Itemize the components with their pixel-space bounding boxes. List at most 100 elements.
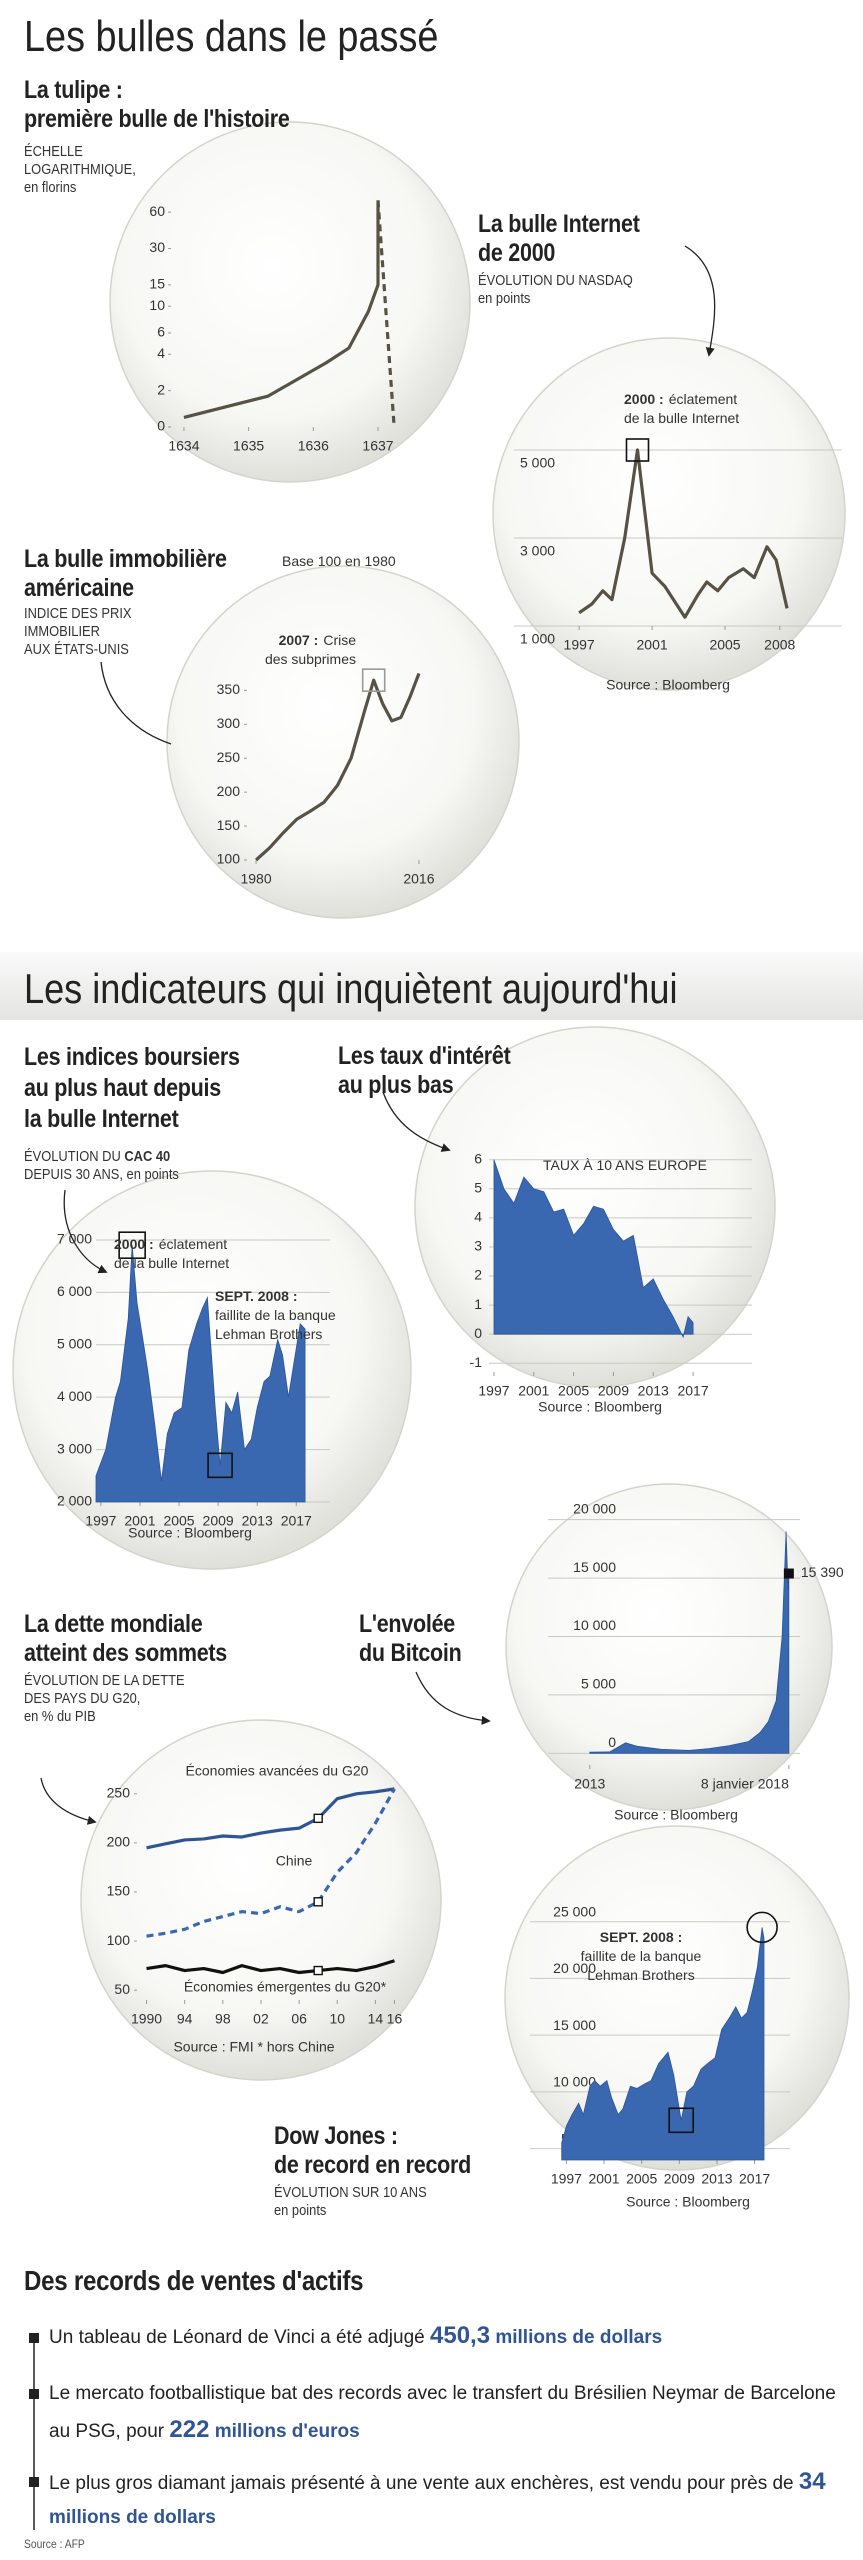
arrow (684, 245, 716, 357)
x-tick-label: 10 (329, 2011, 345, 2027)
chart-title: La bulle Internet de 2000 (478, 210, 640, 268)
x-tick-label: 2017 (281, 1513, 312, 1529)
line (183, 200, 380, 419)
y-tick-label: 15 000 (573, 1559, 616, 1575)
section-title: Les bulles dans le passé (24, 12, 439, 61)
record-item: Le mercato footballistique bat des recor… (49, 2376, 839, 2450)
subtitle-bold: CAC 40 (124, 1148, 171, 1165)
annotation-line: éclatement (669, 391, 738, 407)
y-tick-label: 3 000 (57, 1440, 92, 1456)
line (578, 448, 789, 619)
title-line: première bulle de l'histoire (24, 105, 290, 133)
line (254, 672, 421, 862)
record-amount: 222 (169, 2416, 210, 2443)
source: Source : Bloomberg (614, 1807, 738, 1823)
chart: 0 2 4 6 10 15 30 60 1634 1635 1636 1637 (149, 200, 396, 454)
chart: 1 000 3 000 5 000 1997 2001 2005 2008 2000 : écl… (514, 391, 842, 693)
x-tick-label: 2008 (764, 637, 795, 653)
chart-subtitle: ÉVOLUTION DU CAC 40 DEPUIS 30 ANS, en poi… (24, 1148, 179, 1184)
x-tick-label: 06 (291, 2011, 307, 2027)
title-line: La bulle Internet (478, 210, 640, 238)
y-tick-label: 250 (217, 749, 241, 765)
marker (313, 1897, 323, 1907)
annotation: TAUX À 10 ANS EUROPE (543, 1157, 707, 1173)
y-tick-label: 6 000 (57, 1283, 92, 1299)
annotation: SEPT. 2008 : faillite de la banque Lehman … (215, 1288, 336, 1342)
x-tick-label: 1634 (168, 438, 199, 454)
x-tick-label: 2013 (701, 2171, 732, 2187)
series-label: Chine (276, 1853, 313, 1869)
y-tick-label: 10 000 (553, 2074, 596, 2090)
x-tick-label: 1637 (362, 438, 393, 454)
y-tick-label: 2 (474, 1267, 482, 1283)
bubbles (12, 121, 850, 2171)
bubble (492, 337, 846, 691)
chart: 100 150 200 250 300 350 1980 2016 Base 100 en 19… (217, 553, 435, 887)
x-tick-label: 1980 (240, 871, 271, 887)
y-tick-label: 200 (107, 1834, 131, 1850)
source: Source : Bloomberg (606, 677, 730, 693)
title-line: de 2000 (478, 239, 556, 267)
y-tick-label: 150 (217, 817, 241, 833)
x-tick-label: 2001 (518, 1383, 549, 1399)
chart-title: La dette mondiale atteint des sommets (24, 1610, 227, 1668)
title-line: Les taux d'intérêt (338, 1042, 511, 1070)
y-tick-label: 50 (114, 1981, 130, 1997)
subtitle-line: ÉVOLUTION DE LA DETTE (24, 1672, 185, 1689)
title-line: L'envolée (359, 1610, 455, 1638)
y-tick-label: 30 (149, 239, 165, 255)
x-tick-label: 2017 (739, 2171, 770, 2187)
x-tick-label: 1635 (233, 438, 264, 454)
x-tick-label: 1636 (298, 438, 329, 454)
chart-title: Dow Jones : de record en record (274, 2122, 471, 2180)
y-tick-label: 20 000 (573, 1500, 616, 1516)
source: Source : Bloomberg (626, 2194, 750, 2210)
x-tick-label: 02 (253, 2011, 269, 2027)
x-tick-label: 16 (387, 2011, 403, 2027)
record-unit: millions de dollars (49, 2507, 216, 2528)
annotation-line: Lehman Brothers (587, 1967, 694, 1983)
y-tick-label: 1 (474, 1296, 482, 1312)
y-tick-label: 150 (107, 1883, 131, 1899)
y-tick-label: 1 000 (520, 631, 555, 647)
annotation-line: de la bulle Internet (624, 410, 739, 426)
x-tick-label: 2005 (709, 637, 740, 653)
x-tick-label: 94 (177, 2011, 193, 2027)
series-label: Économies avancées du G20 (186, 1763, 369, 1779)
y-tick-label: 3 000 (520, 543, 555, 559)
x-tick-label: 2016 (403, 871, 434, 887)
subtitle-line: ÉVOLUTION DU CAC 40 (24, 1148, 179, 1166)
annotation-line: TAUX À 10 ANS EUROPE (543, 1157, 707, 1173)
y-tick-label: -1 (470, 1354, 483, 1370)
record-text: Le mercato footballistique bat des recor… (49, 2383, 836, 2442)
bubble (109, 121, 471, 483)
bullet (29, 2477, 39, 2487)
chart-subtitle: INDICE DES PRIX IMMOBILIER AUX ÉTATS-UNIS (24, 605, 132, 659)
title-line: américaine (24, 574, 134, 602)
arrow (40, 1777, 97, 1825)
source: Source : Bloomberg (538, 1399, 662, 1415)
annotation-line: SEPT. 2008 : (600, 1929, 683, 1945)
highlight (746, 1911, 778, 1944)
subtitle-line: en points (478, 290, 531, 307)
annotation-line: 2000 : (114, 1236, 154, 1252)
x-tick-label: 2009 (203, 1513, 234, 1529)
record-amount: 34 (798, 2468, 826, 2495)
arrow (415, 1671, 491, 1725)
annotation-line: Crise (323, 632, 356, 648)
subtitle-line: DES PAYS DU G20, (24, 1690, 141, 1707)
chart-title: Les taux d'intérêt au plus bas (338, 1042, 511, 1100)
chart-subtitle: ÉVOLUTION DE LA DETTE DES PAYS DU G20, en … (24, 1672, 185, 1726)
title-line: La dette mondiale (24, 1610, 203, 1638)
x-tick-label: 1997 (551, 2171, 582, 2187)
annotation: 2007 : Crise des subprimes (265, 632, 356, 667)
arrow (382, 1091, 451, 1152)
x-tick-label: 8 janvier 2018 (701, 1776, 789, 1792)
title-line: de record en record (274, 2151, 472, 2179)
annotation-line: faillite de la banque (581, 1948, 702, 1964)
bullet (29, 2333, 39, 2343)
x-tick-label: 2001 (588, 2171, 619, 2187)
